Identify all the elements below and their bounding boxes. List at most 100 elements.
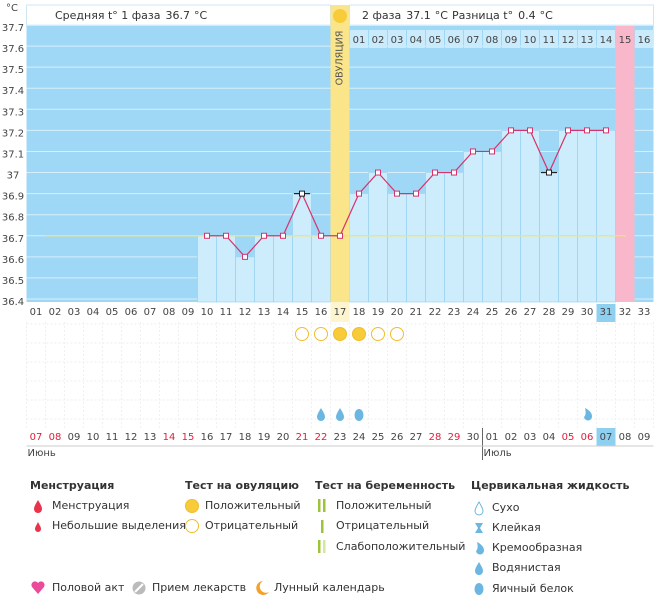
day-label: 28 bbox=[543, 307, 556, 318]
temperature-point bbox=[299, 190, 305, 197]
date-label: 20 bbox=[277, 432, 290, 443]
header-day-cell bbox=[521, 30, 539, 48]
bar bbox=[501, 130, 521, 303]
legend-item: Сухо bbox=[492, 501, 520, 514]
temperature-point bbox=[489, 148, 495, 155]
legend-item: Слабоположительный bbox=[336, 540, 465, 553]
ovulation-test bbox=[295, 327, 309, 341]
bar bbox=[539, 172, 559, 303]
icon bbox=[35, 522, 41, 532]
header-day-cell bbox=[616, 30, 634, 48]
header-day-label: 02 bbox=[372, 35, 385, 46]
icon bbox=[318, 499, 321, 512]
header-day-cell bbox=[559, 30, 577, 48]
legend-item: Клейкая bbox=[492, 521, 541, 534]
month-label: Июль bbox=[484, 448, 512, 459]
bar bbox=[577, 130, 597, 303]
phase1-unit: °C bbox=[194, 9, 208, 22]
bar bbox=[463, 151, 483, 303]
ovulation-test bbox=[333, 327, 347, 341]
icon bbox=[134, 583, 144, 593]
bar bbox=[425, 172, 445, 303]
legend-title: Тест на овуляцию bbox=[185, 479, 299, 492]
legend-title: Тест на беременность bbox=[315, 479, 455, 492]
day-label: 02 bbox=[49, 307, 62, 318]
y-tick-label: 37.4 bbox=[2, 86, 24, 97]
date-label: 13 bbox=[144, 432, 157, 443]
legend-item: Яичный белок bbox=[492, 582, 574, 595]
temperature-point bbox=[280, 232, 286, 239]
y-tick-label: 37.6 bbox=[2, 44, 24, 55]
date-label: 15 bbox=[182, 432, 195, 443]
today-cell bbox=[596, 304, 616, 322]
bar bbox=[311, 235, 331, 303]
date-label: 10 bbox=[87, 432, 100, 443]
header-day-label: 14 bbox=[600, 35, 613, 46]
date-label: 27 bbox=[410, 432, 423, 443]
bar bbox=[216, 235, 236, 303]
legend-item: Лунный календарь bbox=[274, 581, 385, 594]
y-tick-label: 36.7 bbox=[2, 234, 24, 245]
temperature-point bbox=[318, 232, 324, 239]
day-label: 32 bbox=[619, 307, 632, 318]
day-label: 11 bbox=[220, 307, 233, 318]
temperature-point bbox=[375, 169, 381, 176]
date-label: 07 bbox=[30, 432, 43, 443]
date-label: 25 bbox=[372, 432, 385, 443]
day-label: 24 bbox=[467, 307, 480, 318]
temperature-point bbox=[508, 127, 514, 134]
date-label: 09 bbox=[638, 432, 651, 443]
bar bbox=[273, 235, 293, 303]
plot: 36.4 36.5 36.6 36.7 36.8 36.9 37 37.1 37.2 37.3 37… bbox=[2, 4, 654, 460]
difference-label: Разница t° bbox=[452, 9, 513, 22]
icon bbox=[34, 500, 42, 513]
phase2-value: 37.1 bbox=[406, 9, 431, 22]
day-label: 30 bbox=[581, 307, 594, 318]
fluid-icon bbox=[317, 408, 325, 421]
y-tick-label: 37.2 bbox=[2, 128, 24, 139]
icon bbox=[31, 581, 45, 594]
phase1-summary: Средняя t° 1 фаза 36.7 °C bbox=[55, 9, 208, 22]
temperature-point bbox=[204, 232, 210, 239]
date-label: 12 bbox=[125, 432, 138, 443]
fluid-icon bbox=[354, 409, 364, 421]
day-label: 19 bbox=[372, 307, 385, 318]
header-day-label: 12 bbox=[562, 35, 575, 46]
bar bbox=[596, 130, 616, 303]
header-day-label: 10 bbox=[524, 35, 537, 46]
date-label: 29 bbox=[448, 432, 461, 443]
phase1-label: Средняя t° 1 фаза bbox=[55, 9, 161, 22]
date-label: 09 bbox=[68, 432, 81, 443]
icon bbox=[323, 499, 326, 512]
month-label: Июнь bbox=[28, 448, 56, 459]
icon bbox=[318, 540, 321, 553]
difference-unit: °C bbox=[540, 9, 554, 22]
day-label: 29 bbox=[562, 307, 575, 318]
ovulation-test bbox=[390, 327, 404, 341]
date-label: 30 bbox=[467, 432, 480, 443]
icon bbox=[475, 562, 483, 575]
day-label: 08 bbox=[163, 307, 176, 318]
ovulation-test bbox=[314, 327, 328, 341]
temperature-point bbox=[337, 232, 343, 239]
temperature-point bbox=[356, 190, 362, 197]
bar bbox=[520, 130, 540, 303]
temperature-point bbox=[242, 253, 248, 260]
header-day-cell bbox=[597, 30, 615, 48]
temperature-point bbox=[470, 148, 476, 155]
day-label: 26 bbox=[505, 307, 518, 318]
header-day-label: 05 bbox=[429, 35, 442, 46]
bar bbox=[368, 172, 388, 303]
header-day-cell bbox=[635, 30, 653, 48]
day-label: 09 bbox=[182, 307, 195, 318]
header-day-label: 16 bbox=[638, 35, 651, 46]
header-day-cell bbox=[502, 30, 520, 48]
sun-icon bbox=[333, 9, 347, 23]
phase2-unit: °C bbox=[435, 9, 449, 22]
phase1-value: 36.7 bbox=[166, 9, 191, 22]
legend-item: Небольшие выделения bbox=[52, 519, 186, 532]
header-day-label: 09 bbox=[505, 35, 518, 46]
y-tick-label: 37 bbox=[7, 171, 20, 182]
ovulation-column bbox=[330, 5, 350, 302]
